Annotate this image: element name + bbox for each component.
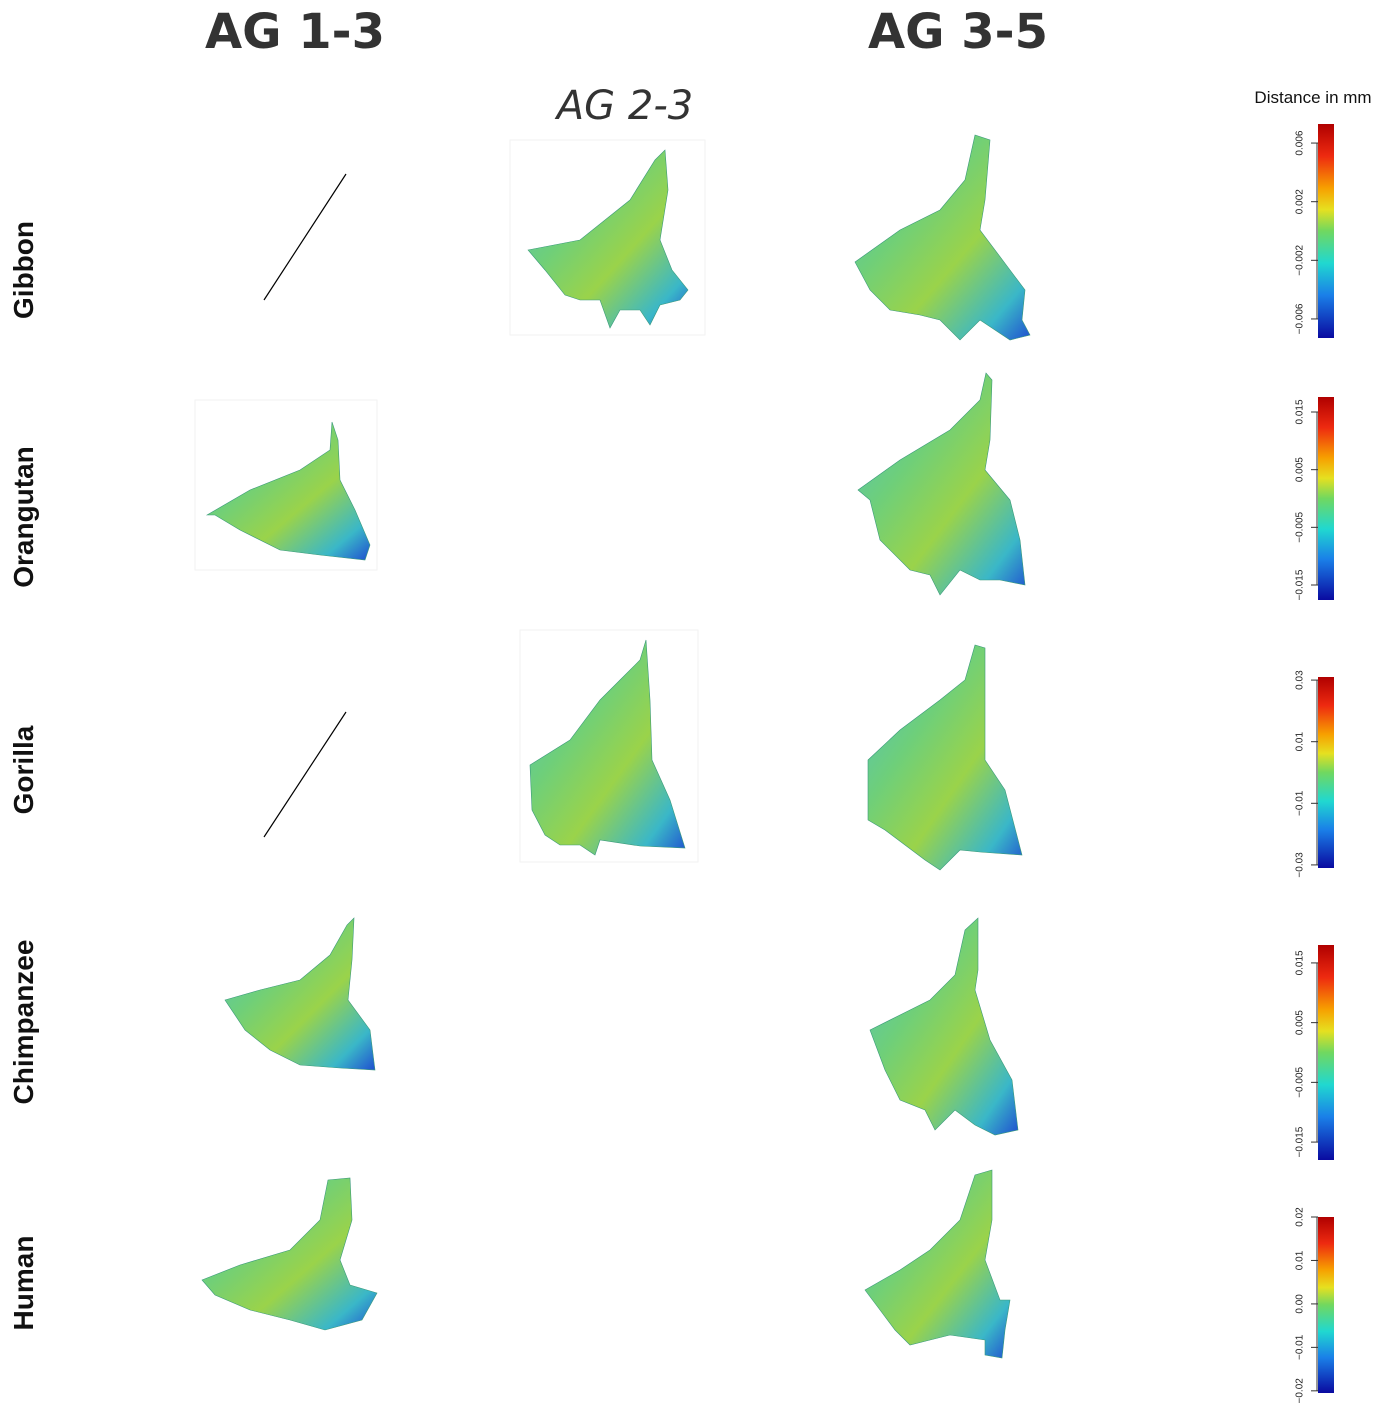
tick-label: −0.03 [1295,852,1306,878]
specimen-render [529,639,686,856]
row-label: Chimpanzee [8,940,39,1105]
tick-label: 0.015 [1295,399,1306,424]
specimen-render [201,1177,378,1331]
color-bar [1318,397,1334,600]
specimen-render [224,917,376,1071]
tick-label: 0.005 [1295,457,1306,482]
tick-label: −0.015 [1295,569,1306,600]
specimen-render [867,644,1023,871]
image-frame [509,139,706,336]
tick-label: −0.01 [1295,790,1306,816]
specimen-render [857,372,1026,596]
missing-slash [263,173,347,301]
tick-label: −0.002 [1295,244,1306,275]
column-header: AG 1-3 [205,4,385,60]
tick-label: 0.002 [1295,189,1306,214]
specimen-render [527,149,689,329]
tick-label: 0.00 [1295,1294,1306,1314]
specimen-render [864,1169,1011,1359]
image-frame [519,629,699,863]
row-label: Gibbon [8,221,39,319]
color-bar [1318,124,1334,338]
color-bar [1318,1217,1334,1393]
tick-label: 0.03 [1295,670,1306,690]
color-bar [1318,945,1334,1160]
row-label: Orangutan [8,446,39,588]
tick-label: 0.01 [1295,1250,1306,1270]
tick-label: −0.01 [1295,1334,1306,1360]
tick-label: −0.006 [1295,303,1306,334]
tick-label: 0.006 [1295,130,1306,155]
specimen-render [854,134,1031,341]
scale-title: Distance in mm [1254,88,1371,107]
column-header: AG 3-5 [868,4,1048,60]
tick-label: −0.02 [1295,1378,1306,1404]
tick-label: −0.005 [1295,1066,1306,1097]
missing-markers [263,173,347,838]
color-bar [1318,677,1334,868]
tick-label: 0.01 [1295,732,1306,752]
row-label: Human [8,1236,39,1331]
image-frame [194,399,378,571]
missing-slash [263,711,347,838]
specimen-render [869,917,1019,1136]
specimens [194,134,1031,1359]
tick-label: −0.005 [1295,511,1306,542]
tick-label: 0.02 [1295,1207,1306,1227]
row-label: Gorilla [8,725,39,814]
tick-label: −0.015 [1295,1126,1306,1157]
tick-label: 0.005 [1295,1010,1306,1035]
subcolumn-header: AG 2-3 [554,83,693,129]
specimen-render [205,421,371,561]
tick-label: 0.015 [1295,950,1306,975]
